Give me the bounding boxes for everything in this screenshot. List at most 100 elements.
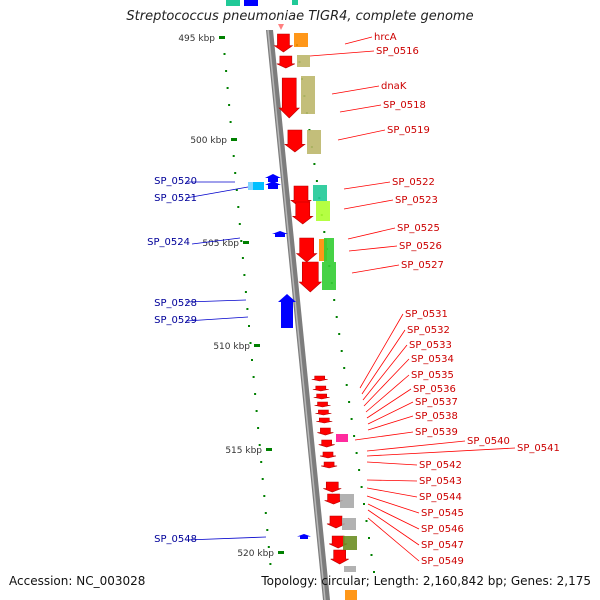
backbone-highlight [267, 29, 326, 600]
label-leader-line [191, 237, 241, 245]
gene-label-forward: SP_0527 [401, 260, 444, 271]
label-leader-line [343, 181, 391, 190]
forward-gene-arrow [284, 129, 306, 153]
label-leader-line [185, 536, 267, 541]
reverse-gene-arrow [297, 534, 311, 539]
feature-block [344, 566, 356, 572]
gene-label-forward: SP_0544 [419, 492, 462, 503]
tick-dot-left [249, 342, 252, 344]
label-leader-line [354, 431, 414, 441]
forward-gene-arrow [323, 481, 342, 493]
tick-dot-right [365, 520, 368, 522]
tick-dot-right [313, 163, 316, 165]
label-leader-line [365, 374, 410, 413]
reverse-gene-arrow [278, 294, 296, 328]
tick-dot-right [335, 316, 338, 318]
scale-label: 515 kbp [225, 446, 262, 456]
scale-label: 505 kbp [202, 239, 239, 249]
label-leader-line [339, 104, 382, 113]
feature-block [248, 182, 264, 190]
tick-dot-right [373, 571, 375, 573]
genome-title: Streptococcus pneumoniae TIGR4, complete… [126, 9, 474, 24]
tick-dot-left [240, 240, 243, 242]
label-leader-line [366, 447, 516, 457]
scale-tick [254, 344, 260, 347]
tick-dot-right [360, 486, 363, 488]
tick-dot-right [353, 435, 356, 437]
reverse-gene-arrow [272, 231, 288, 237]
tick-dot-left [248, 325, 250, 327]
tick-dot-left [244, 291, 247, 293]
gene-label-forward: SP_0543 [419, 476, 462, 487]
tick-dot-left [225, 70, 228, 72]
tick-dot-left [235, 189, 238, 191]
label-leader-line [351, 264, 400, 274]
tick-dot-right [315, 180, 318, 182]
tick-dot-left [255, 410, 258, 412]
label-leader-line [185, 316, 249, 322]
gene-label-reverse: SP_0529 [154, 315, 197, 326]
tick-dot-left [234, 172, 237, 174]
forward-gene-arrow [291, 201, 314, 225]
forward-gene-arrow [278, 24, 284, 30]
gene-label-forward: SP_0526 [399, 241, 442, 252]
feature-block [342, 518, 356, 530]
tick-dot-right [338, 333, 341, 335]
scale-label: 520 kbp [237, 549, 274, 559]
reverse-gene-arrow [265, 174, 281, 182]
label-leader-line [366, 388, 412, 419]
gene-label-forward: SP_0539 [415, 427, 458, 438]
tick-dot-left [267, 546, 270, 548]
gene-label-forward: SP_0533 [409, 340, 452, 351]
feature-block [324, 238, 334, 262]
forward-gene-arrow [321, 461, 338, 469]
gene-label-forward: SP_0518 [383, 100, 426, 111]
tick-dot-right [368, 537, 370, 539]
gene-label-forward: SP_0540 [467, 436, 510, 447]
label-leader-line [348, 245, 398, 252]
forward-gene-arrow [276, 55, 295, 69]
tick-dot-right [323, 231, 326, 233]
tick-dot-left [232, 155, 235, 157]
topology-label: Topology: circular; Length: 2,160,842 bp… [261, 574, 591, 588]
feature-block [294, 33, 308, 47]
tick-dot-left [261, 478, 264, 480]
tick-dot-right [358, 469, 361, 471]
feature-block [336, 434, 348, 442]
forward-gene-arrow [318, 439, 335, 448]
scale-tick [278, 551, 284, 554]
label-leader-line [367, 509, 420, 546]
feature-block [316, 201, 330, 221]
feature-block [292, 0, 298, 5]
forward-gene-arrow [317, 427, 334, 436]
label-leader-line [185, 299, 247, 303]
forward-gene-arrow [311, 375, 328, 382]
tick-dot-left [251, 359, 253, 361]
gene-label-forward: SP_0523 [395, 195, 438, 206]
tick-dot-left [228, 104, 231, 106]
forward-gene-arrow [326, 515, 346, 529]
genome-backbone [266, 30, 330, 600]
feature-block [297, 55, 310, 67]
label-leader-line [367, 517, 420, 562]
tick-dot-right [343, 367, 346, 369]
gene-label-forward: SP_0545 [421, 508, 464, 519]
gene-label-forward: SP_0522 [392, 177, 435, 188]
label-leader-line [309, 50, 375, 57]
scale-tick [231, 138, 237, 141]
gene-label-forward: dnaK [381, 81, 407, 92]
scale-label: 495 kbp [178, 34, 215, 44]
tick-dot-left [238, 223, 241, 225]
feature-block [322, 262, 336, 290]
tick-dot-left [229, 121, 232, 123]
feature-block [307, 130, 321, 154]
forward-gene-arrow [316, 417, 333, 424]
forward-gene-arrow [324, 493, 343, 505]
tick-dot-left [252, 376, 255, 378]
label-leader-line [366, 487, 418, 498]
gene-label-forward: SP_0531 [405, 309, 448, 320]
gene-label-forward: SP_0541 [517, 443, 560, 454]
feature-block [340, 494, 354, 508]
label-leader-line [367, 401, 414, 425]
